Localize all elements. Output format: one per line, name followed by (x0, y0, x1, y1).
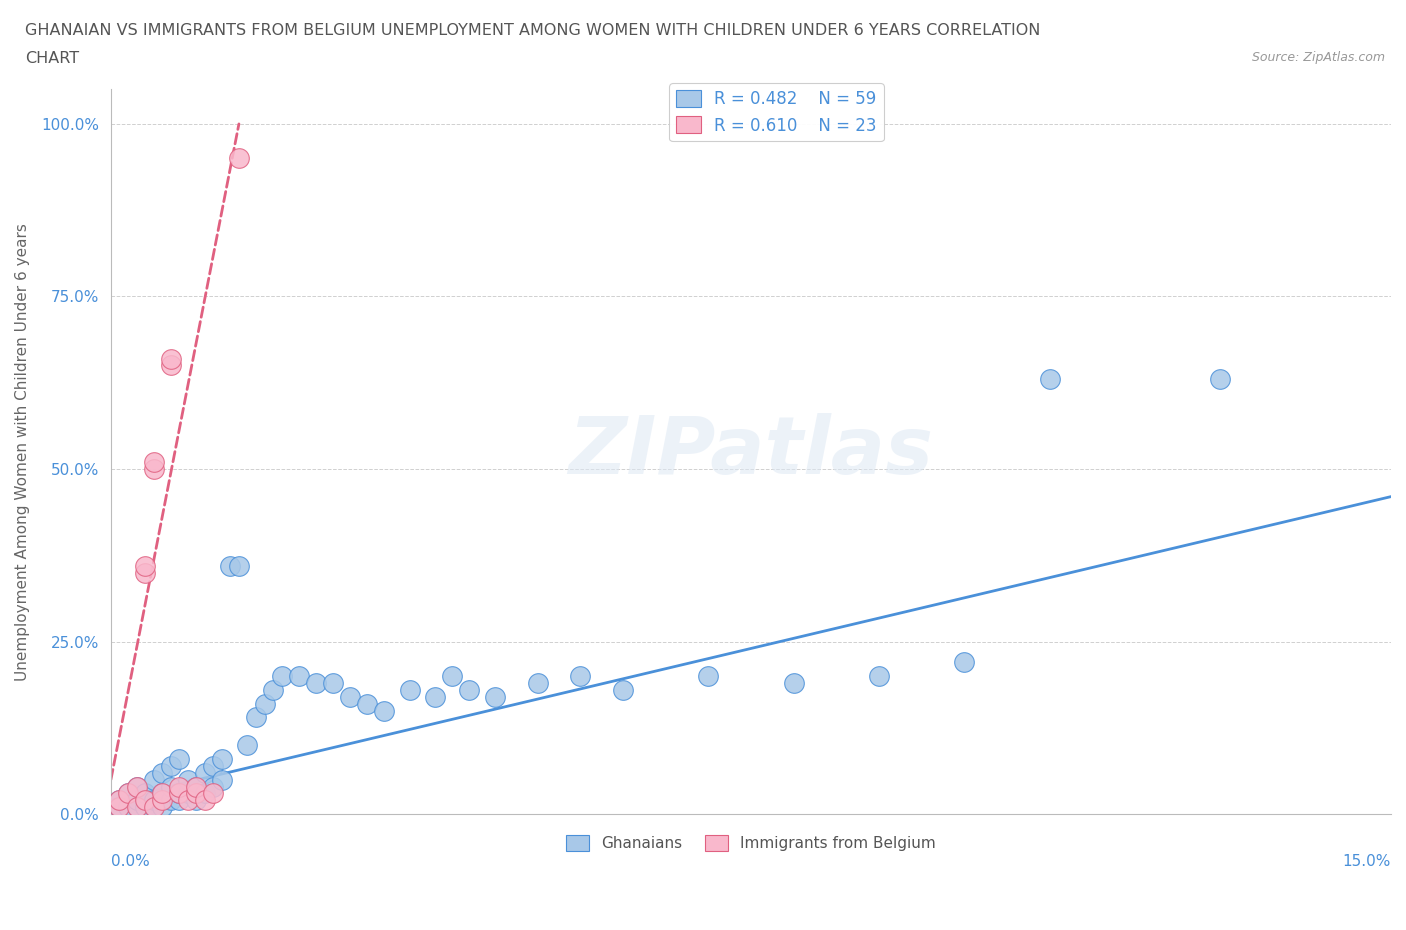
Point (167, 793, 190, 808)
Point (177, 786, 200, 801)
Point (134, 786, 156, 801)
Point (270, 669, 292, 684)
Point (159, 358, 181, 373)
Point (253, 697, 276, 711)
Point (125, 800, 148, 815)
Point (953, 655, 976, 670)
Point (142, 793, 165, 808)
Point (287, 669, 309, 684)
Point (150, 786, 173, 801)
Point (202, 758, 225, 773)
Point (167, 779, 190, 794)
Point (186, 779, 208, 794)
Point (356, 697, 378, 711)
Point (177, 793, 200, 808)
Point (159, 779, 181, 794)
Point (125, 800, 148, 815)
Y-axis label: Unemployment Among Women with Children Under 6 years: Unemployment Among Women with Children U… (15, 223, 30, 681)
Point (186, 786, 208, 801)
Point (228, 558, 250, 573)
Point (373, 703, 395, 718)
Point (305, 675, 328, 690)
Point (167, 786, 190, 801)
Text: ZIPatlas: ZIPatlas (568, 413, 934, 491)
Text: Source: ZipAtlas.com: Source: ZipAtlas.com (1251, 51, 1385, 64)
Point (159, 758, 181, 773)
Point (484, 689, 506, 704)
Point (159, 793, 181, 808)
Point (202, 786, 225, 801)
Point (117, 786, 139, 801)
Legend: Ghanaians, Immigrants from Belgium: Ghanaians, Immigrants from Belgium (560, 829, 942, 857)
Point (868, 669, 890, 684)
Point (526, 675, 548, 690)
Point (125, 779, 148, 794)
Point (108, 793, 131, 808)
Point (108, 793, 131, 808)
Point (236, 737, 259, 752)
Point (219, 558, 242, 573)
Point (194, 786, 217, 801)
Point (117, 800, 139, 815)
Point (211, 772, 233, 787)
Point (167, 786, 190, 801)
Point (159, 352, 181, 366)
Point (150, 765, 173, 780)
Point (167, 751, 190, 766)
Point (1209, 372, 1232, 387)
Point (125, 779, 148, 794)
Point (202, 779, 225, 794)
Point (194, 793, 217, 808)
Point (211, 751, 233, 766)
Point (612, 683, 634, 698)
Point (134, 793, 156, 808)
Point (134, 793, 156, 808)
Point (441, 669, 464, 684)
Point (322, 675, 344, 690)
Point (177, 772, 200, 787)
Point (134, 558, 156, 573)
Point (125, 793, 148, 808)
Point (262, 683, 284, 698)
Point (150, 800, 173, 815)
Point (142, 800, 165, 815)
Point (339, 689, 361, 704)
Point (142, 800, 165, 815)
Point (186, 793, 208, 808)
Point (150, 786, 173, 801)
Point (142, 772, 165, 787)
Text: CHART: CHART (25, 51, 79, 66)
Point (134, 800, 156, 815)
Point (117, 786, 139, 801)
Text: 0.0%: 0.0% (111, 854, 149, 869)
Text: 15.0%: 15.0% (1343, 854, 1391, 869)
Point (150, 793, 173, 808)
Point (398, 683, 420, 698)
Point (228, 151, 250, 166)
Point (245, 710, 267, 724)
Point (194, 765, 217, 780)
Point (425, 689, 447, 704)
Point (186, 779, 208, 794)
Point (108, 800, 131, 815)
Point (782, 675, 804, 690)
Text: GHANAIAN VS IMMIGRANTS FROM BELGIUM UNEMPLOYMENT AMONG WOMEN WITH CHILDREN UNDER: GHANAIAN VS IMMIGRANTS FROM BELGIUM UNEM… (25, 23, 1040, 38)
Point (108, 800, 131, 815)
Point (134, 565, 156, 580)
Point (458, 683, 481, 698)
Point (142, 461, 165, 476)
Point (142, 455, 165, 470)
Point (697, 669, 720, 684)
Point (1039, 372, 1062, 387)
Point (569, 669, 592, 684)
